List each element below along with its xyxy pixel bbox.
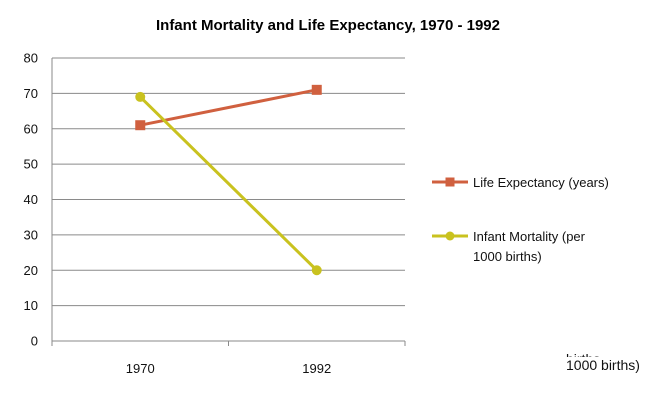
series-1-point-1992	[311, 265, 322, 276]
y-tick-label-70: 70	[24, 86, 38, 101]
y-tick-label-0: 0	[31, 334, 38, 349]
y-tick-label-60: 60	[24, 121, 38, 136]
x-tick-label-1992: 1992	[302, 361, 331, 376]
y-tick-label-30: 30	[24, 227, 38, 242]
artifact-line-1: births	[566, 351, 640, 357]
legend-marker-0	[445, 177, 455, 187]
legend-label-1-line-1: 1000 births)	[473, 249, 542, 264]
legend-label-1-line-0: Infant Mortality (per	[473, 229, 586, 244]
legend-marker-1	[445, 231, 455, 241]
legend-label-0-line-0: Life Expectancy (years)	[473, 175, 609, 190]
y-tick-label-40: 40	[24, 192, 38, 207]
series-0-point-1970	[135, 120, 146, 131]
series-line-1	[139, 95, 318, 272]
y-tick-label-50: 50	[24, 157, 38, 172]
plot-area: 0 10 20 30 40 50 60 70 80 1970 1992	[24, 51, 406, 376]
series-line-0	[139, 88, 318, 127]
legend: Life Expectancy (years) Infant Mortality …	[432, 175, 609, 264]
y-tick-label-80: 80	[24, 51, 38, 66]
series-1-point-1970	[135, 91, 146, 102]
x-tick-label-1970: 1970	[126, 361, 155, 376]
overflow-label-artifact: births 1000 births)	[566, 351, 640, 373]
y-tick-label-20: 20	[24, 263, 38, 278]
y-tick-label-10: 10	[24, 298, 38, 313]
series-0-point-1992	[311, 84, 322, 95]
artifact-line-2: 1000 births)	[566, 357, 640, 373]
chart-title: Infant Mortality and Life Expectancy, 19…	[156, 17, 500, 34]
